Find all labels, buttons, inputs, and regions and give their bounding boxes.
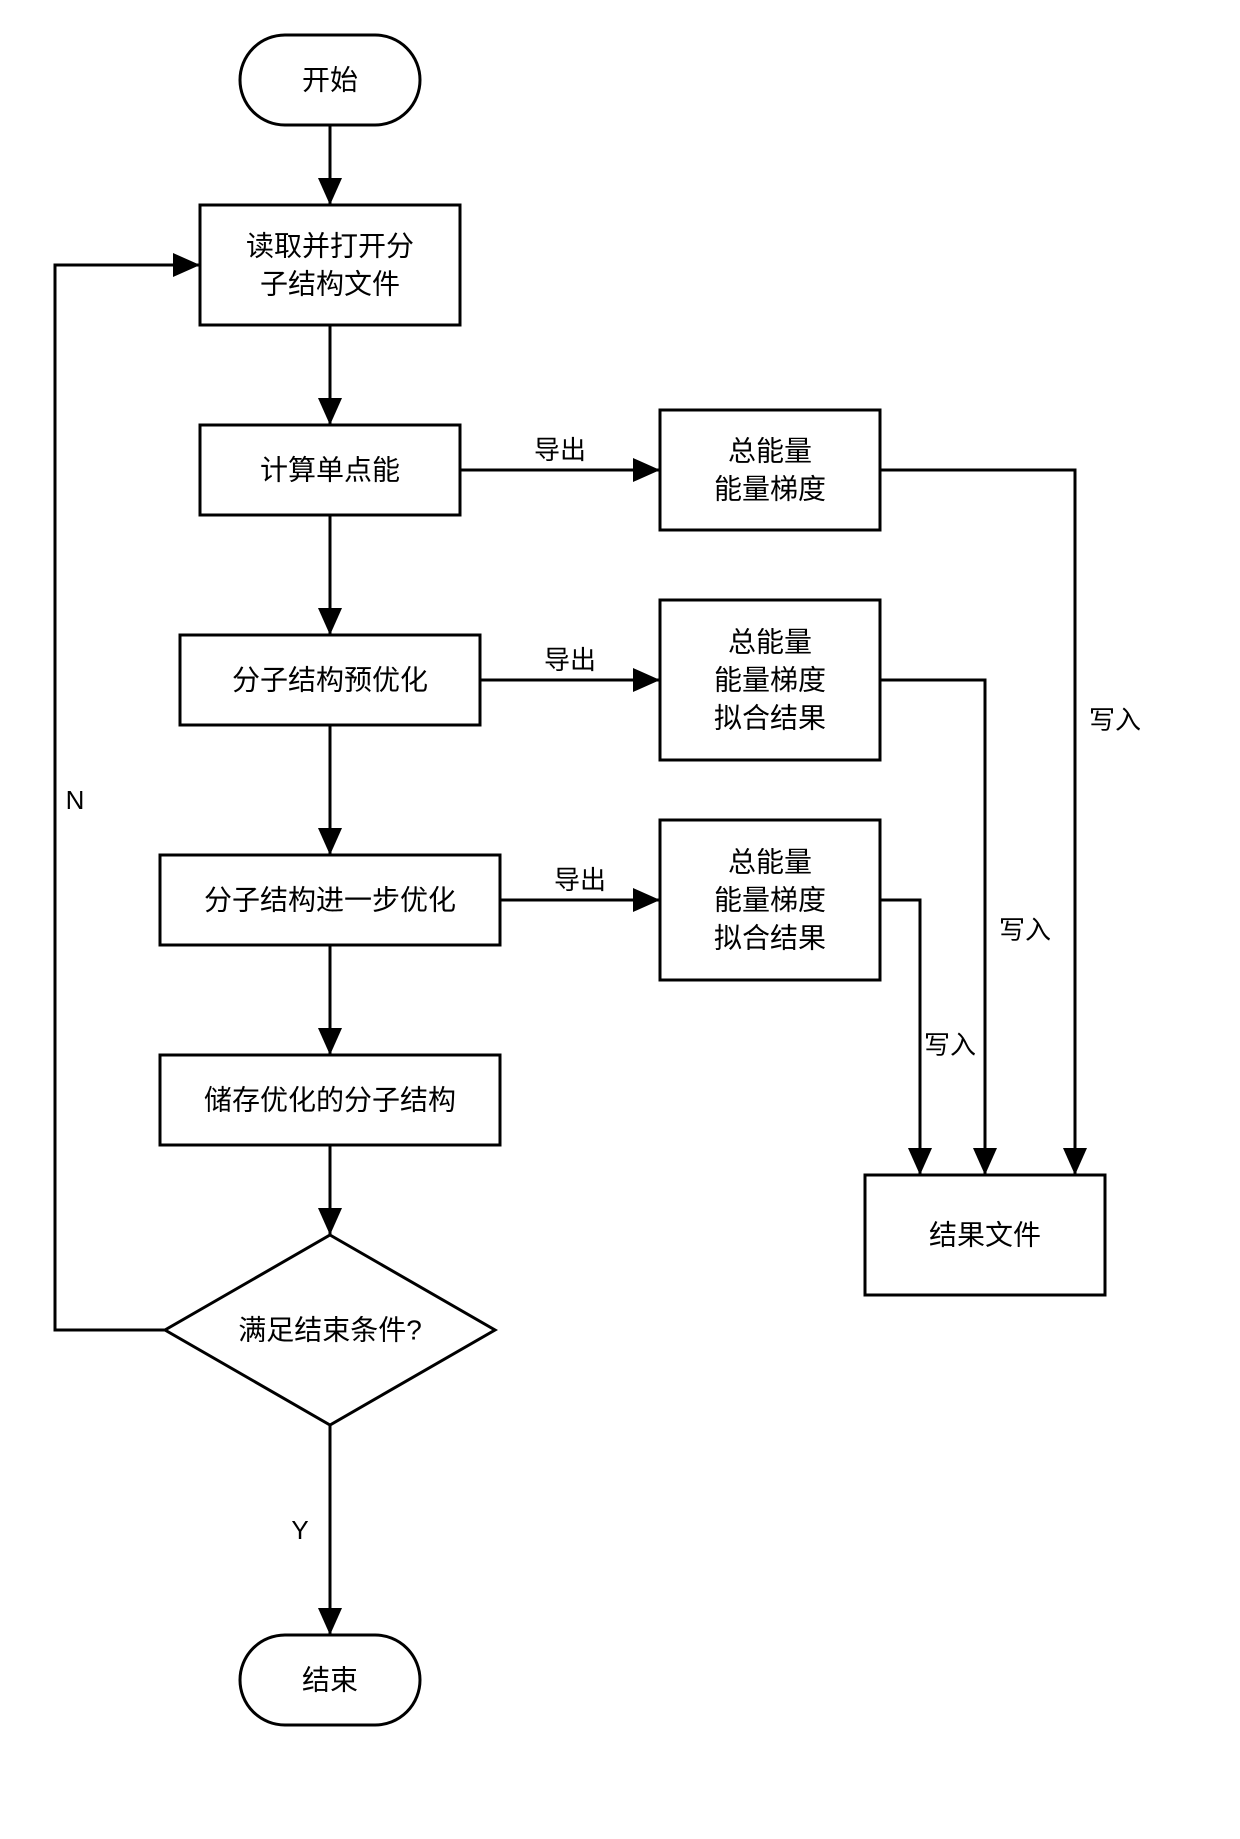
node-out1-line-1: 能量梯度 xyxy=(714,473,826,504)
node-read: 读取并打开分子结构文件 xyxy=(200,205,460,325)
edge-label-preopt-out2: 导出 xyxy=(544,645,596,675)
edge-out3-result xyxy=(880,900,920,1175)
node-out2-line-1: 能量梯度 xyxy=(714,665,826,696)
node-preopt: 分子结构预优化 xyxy=(180,635,480,725)
node-end-label: 结束 xyxy=(302,1665,358,1696)
nodes: 开始读取并打开分子结构文件计算单点能分子结构预优化分子结构进一步优化储存优化的分… xyxy=(160,35,1105,1725)
node-single-label: 计算单点能 xyxy=(260,455,400,486)
edge-out1-result xyxy=(880,470,1075,1175)
flowchart-canvas: YN导出导出导出写入写入写入开始读取并打开分子结构文件计算单点能分子结构预优化分… xyxy=(0,0,1240,1839)
node-out1: 总能量能量梯度 xyxy=(660,410,880,530)
edge-label-out3-result: 写入 xyxy=(924,1030,976,1060)
node-start: 开始 xyxy=(240,35,420,125)
node-read-line-0: 读取并打开分 xyxy=(246,231,414,262)
node-start-label: 开始 xyxy=(302,65,358,96)
node-out2-line-2: 拟合结果 xyxy=(714,702,826,733)
node-out2-line-0: 总能量 xyxy=(728,627,812,658)
node-out1-line-0: 总能量 xyxy=(728,436,812,467)
node-end: 结束 xyxy=(240,1635,420,1725)
node-result: 结果文件 xyxy=(865,1175,1105,1295)
node-out3-line-0: 总能量 xyxy=(728,847,812,878)
node-out3-line-2: 拟合结果 xyxy=(714,922,826,953)
edge-label-out2-result: 写入 xyxy=(999,915,1051,945)
node-result-label: 结果文件 xyxy=(929,1220,1041,1251)
node-out3: 总能量能量梯度拟合结果 xyxy=(660,820,880,980)
node-read-line-1: 子结构文件 xyxy=(260,268,400,299)
node-out2: 总能量能量梯度拟合结果 xyxy=(660,600,880,760)
node-store: 储存优化的分子结构 xyxy=(160,1055,500,1145)
edge-label-out1-result: 写入 xyxy=(1089,705,1141,735)
edge-label-cond-end: Y xyxy=(291,1515,308,1545)
node-single: 计算单点能 xyxy=(200,425,460,515)
edge-out2-result xyxy=(880,680,985,1175)
edge-label-further-out3: 导出 xyxy=(554,865,606,895)
node-cond-label: 满足结束条件? xyxy=(238,1315,422,1346)
node-cond: 满足结束条件? xyxy=(165,1235,495,1425)
node-further-label: 分子结构进一步优化 xyxy=(204,885,456,916)
node-further: 分子结构进一步优化 xyxy=(160,855,500,945)
edge-label-cond-read: N xyxy=(66,785,85,815)
node-store-label: 储存优化的分子结构 xyxy=(204,1085,456,1116)
node-preopt-label: 分子结构预优化 xyxy=(232,665,428,696)
node-out3-line-1: 能量梯度 xyxy=(714,885,826,916)
edge-label-single-out1: 导出 xyxy=(534,435,586,465)
